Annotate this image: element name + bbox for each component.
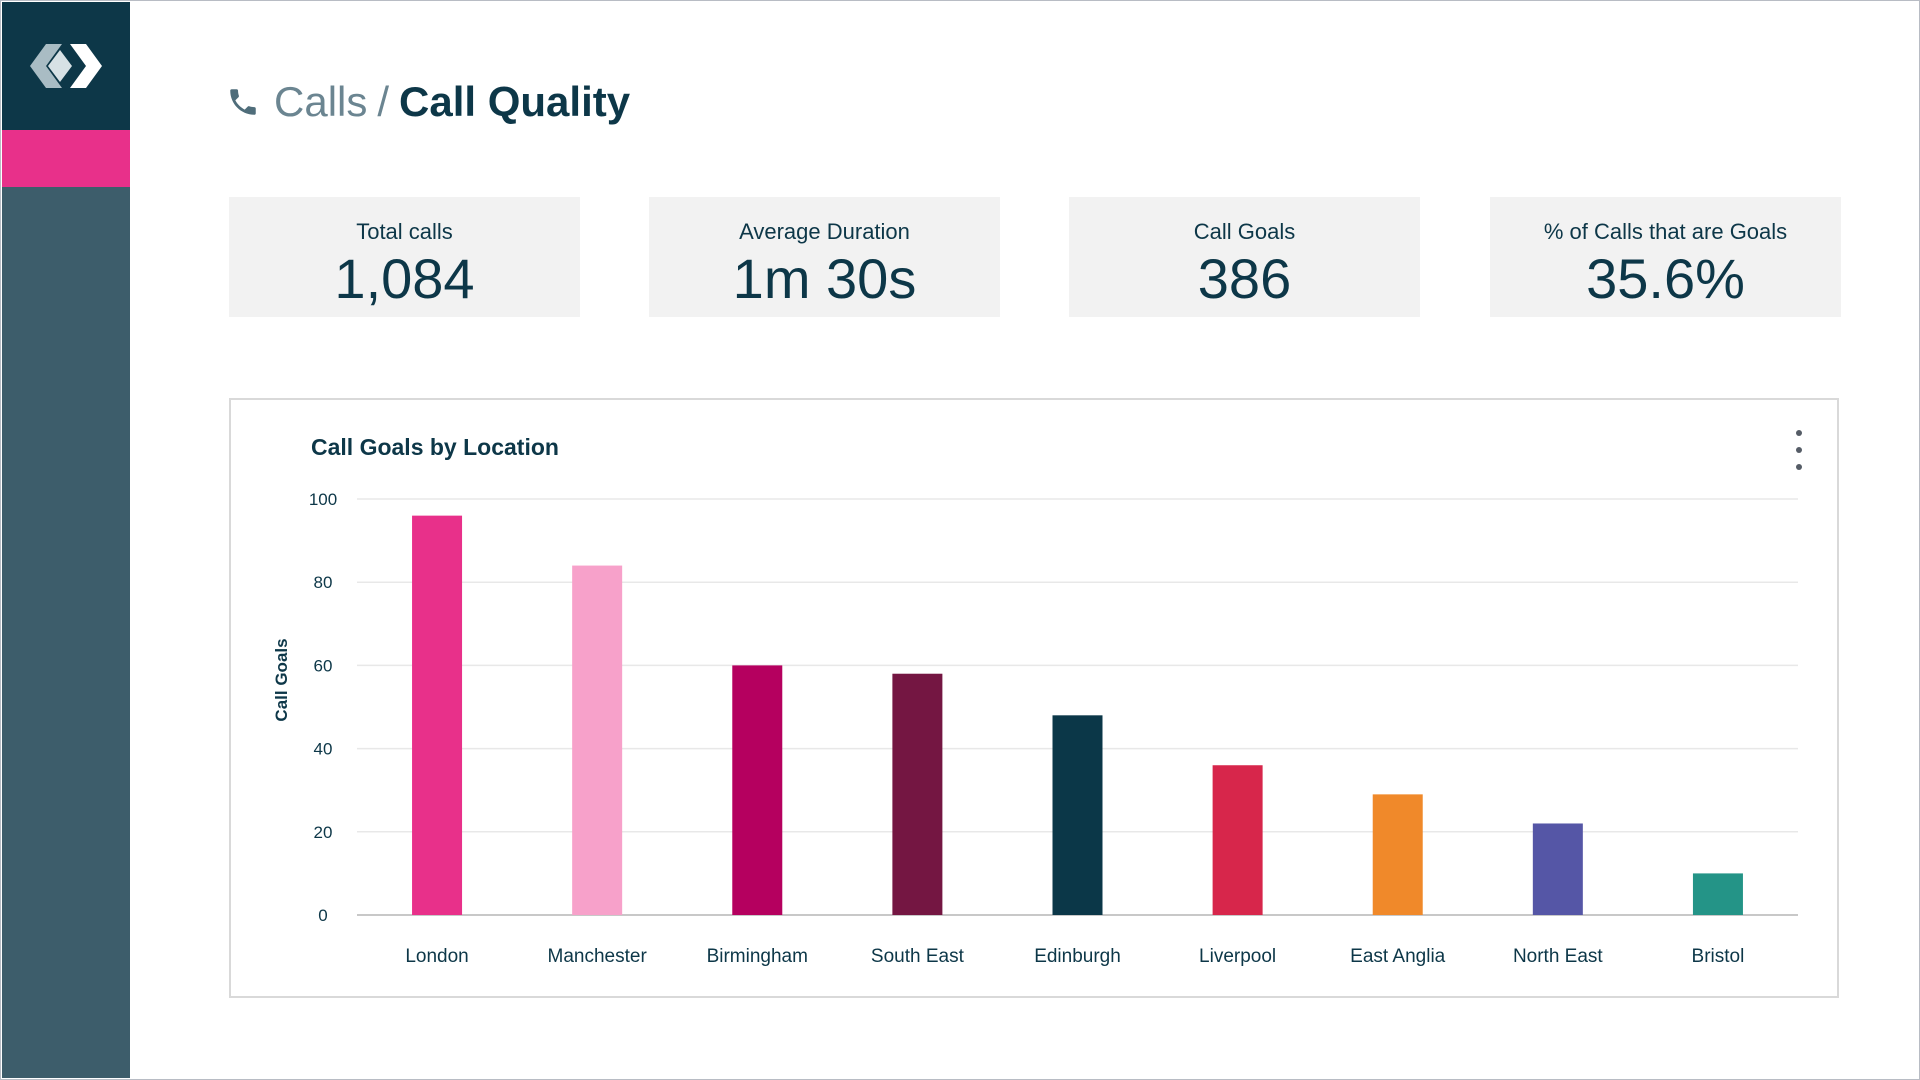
kpi-value: 1m 30s <box>732 247 917 310</box>
breadcrumb-calls[interactable]: Calls <box>274 78 368 125</box>
kpi-value: 35.6% <box>1586 247 1745 310</box>
y-tick-label: 20 <box>314 823 333 842</box>
kpi-card-goal-percentage: % of Calls that are Goals 35.6% <box>1490 197 1841 317</box>
more-options-icon[interactable] <box>1790 430 1808 470</box>
bar-bristol <box>1692 873 1743 915</box>
sidebar <box>2 2 130 1078</box>
bar-london <box>412 515 463 915</box>
breadcrumb-separator: / <box>377 78 390 125</box>
bar-manchester <box>572 565 623 915</box>
bar-birmingham <box>732 665 783 915</box>
x-tick-label: Edinburgh <box>1034 946 1121 967</box>
bar-south-east <box>892 673 943 915</box>
bar-liverpool <box>1212 765 1263 915</box>
kpi-value: 386 <box>1197 247 1292 310</box>
kpi-card-total-calls: Total calls 1,084 <box>229 197 580 317</box>
y-tick-label: 40 <box>314 740 333 759</box>
y-tick-label: 0 <box>318 906 327 925</box>
x-tick-label: North East <box>1513 946 1603 967</box>
x-tick-label: Birmingham <box>707 946 808 967</box>
brand-logo-icon[interactable] <box>2 2 130 130</box>
kpi-label: Total calls <box>356 219 453 244</box>
y-tick-label: 100 <box>309 490 337 509</box>
x-tick-label: Manchester <box>548 946 648 967</box>
chart-title: Call Goals by Location <box>311 434 559 460</box>
y-tick-label: 80 <box>314 573 333 592</box>
x-tick-label: London <box>405 946 468 967</box>
kpi-card-average-duration: Average Duration 1m 30s <box>649 197 1000 317</box>
x-tick-label: Bristol <box>1692 946 1745 967</box>
kpi-value: 1,084 <box>334 247 475 310</box>
page-title: Call Quality <box>399 78 631 125</box>
x-tick-label: South East <box>871 946 965 967</box>
x-tick-label: East Anglia <box>1350 946 1445 967</box>
kpi-card-call-goals: Call Goals 386 <box>1069 197 1420 317</box>
phone-icon <box>226 84 262 120</box>
x-tick-label: Liverpool <box>1199 946 1276 967</box>
y-axis-title: Call Goals <box>272 638 291 721</box>
kpi-label: % of Calls that are Goals <box>1543 219 1788 244</box>
bar-edinburgh <box>1052 715 1103 915</box>
kpi-label: Average Duration <box>739 219 910 244</box>
bar-north-east <box>1532 823 1583 915</box>
page-header: Calls / Call Quality <box>226 70 630 134</box>
y-tick-label: 60 <box>314 656 333 675</box>
bar-east-anglia <box>1372 794 1423 915</box>
kpi-label: Call Goals <box>1193 219 1296 244</box>
sidebar-active-indicator[interactable] <box>2 130 130 187</box>
